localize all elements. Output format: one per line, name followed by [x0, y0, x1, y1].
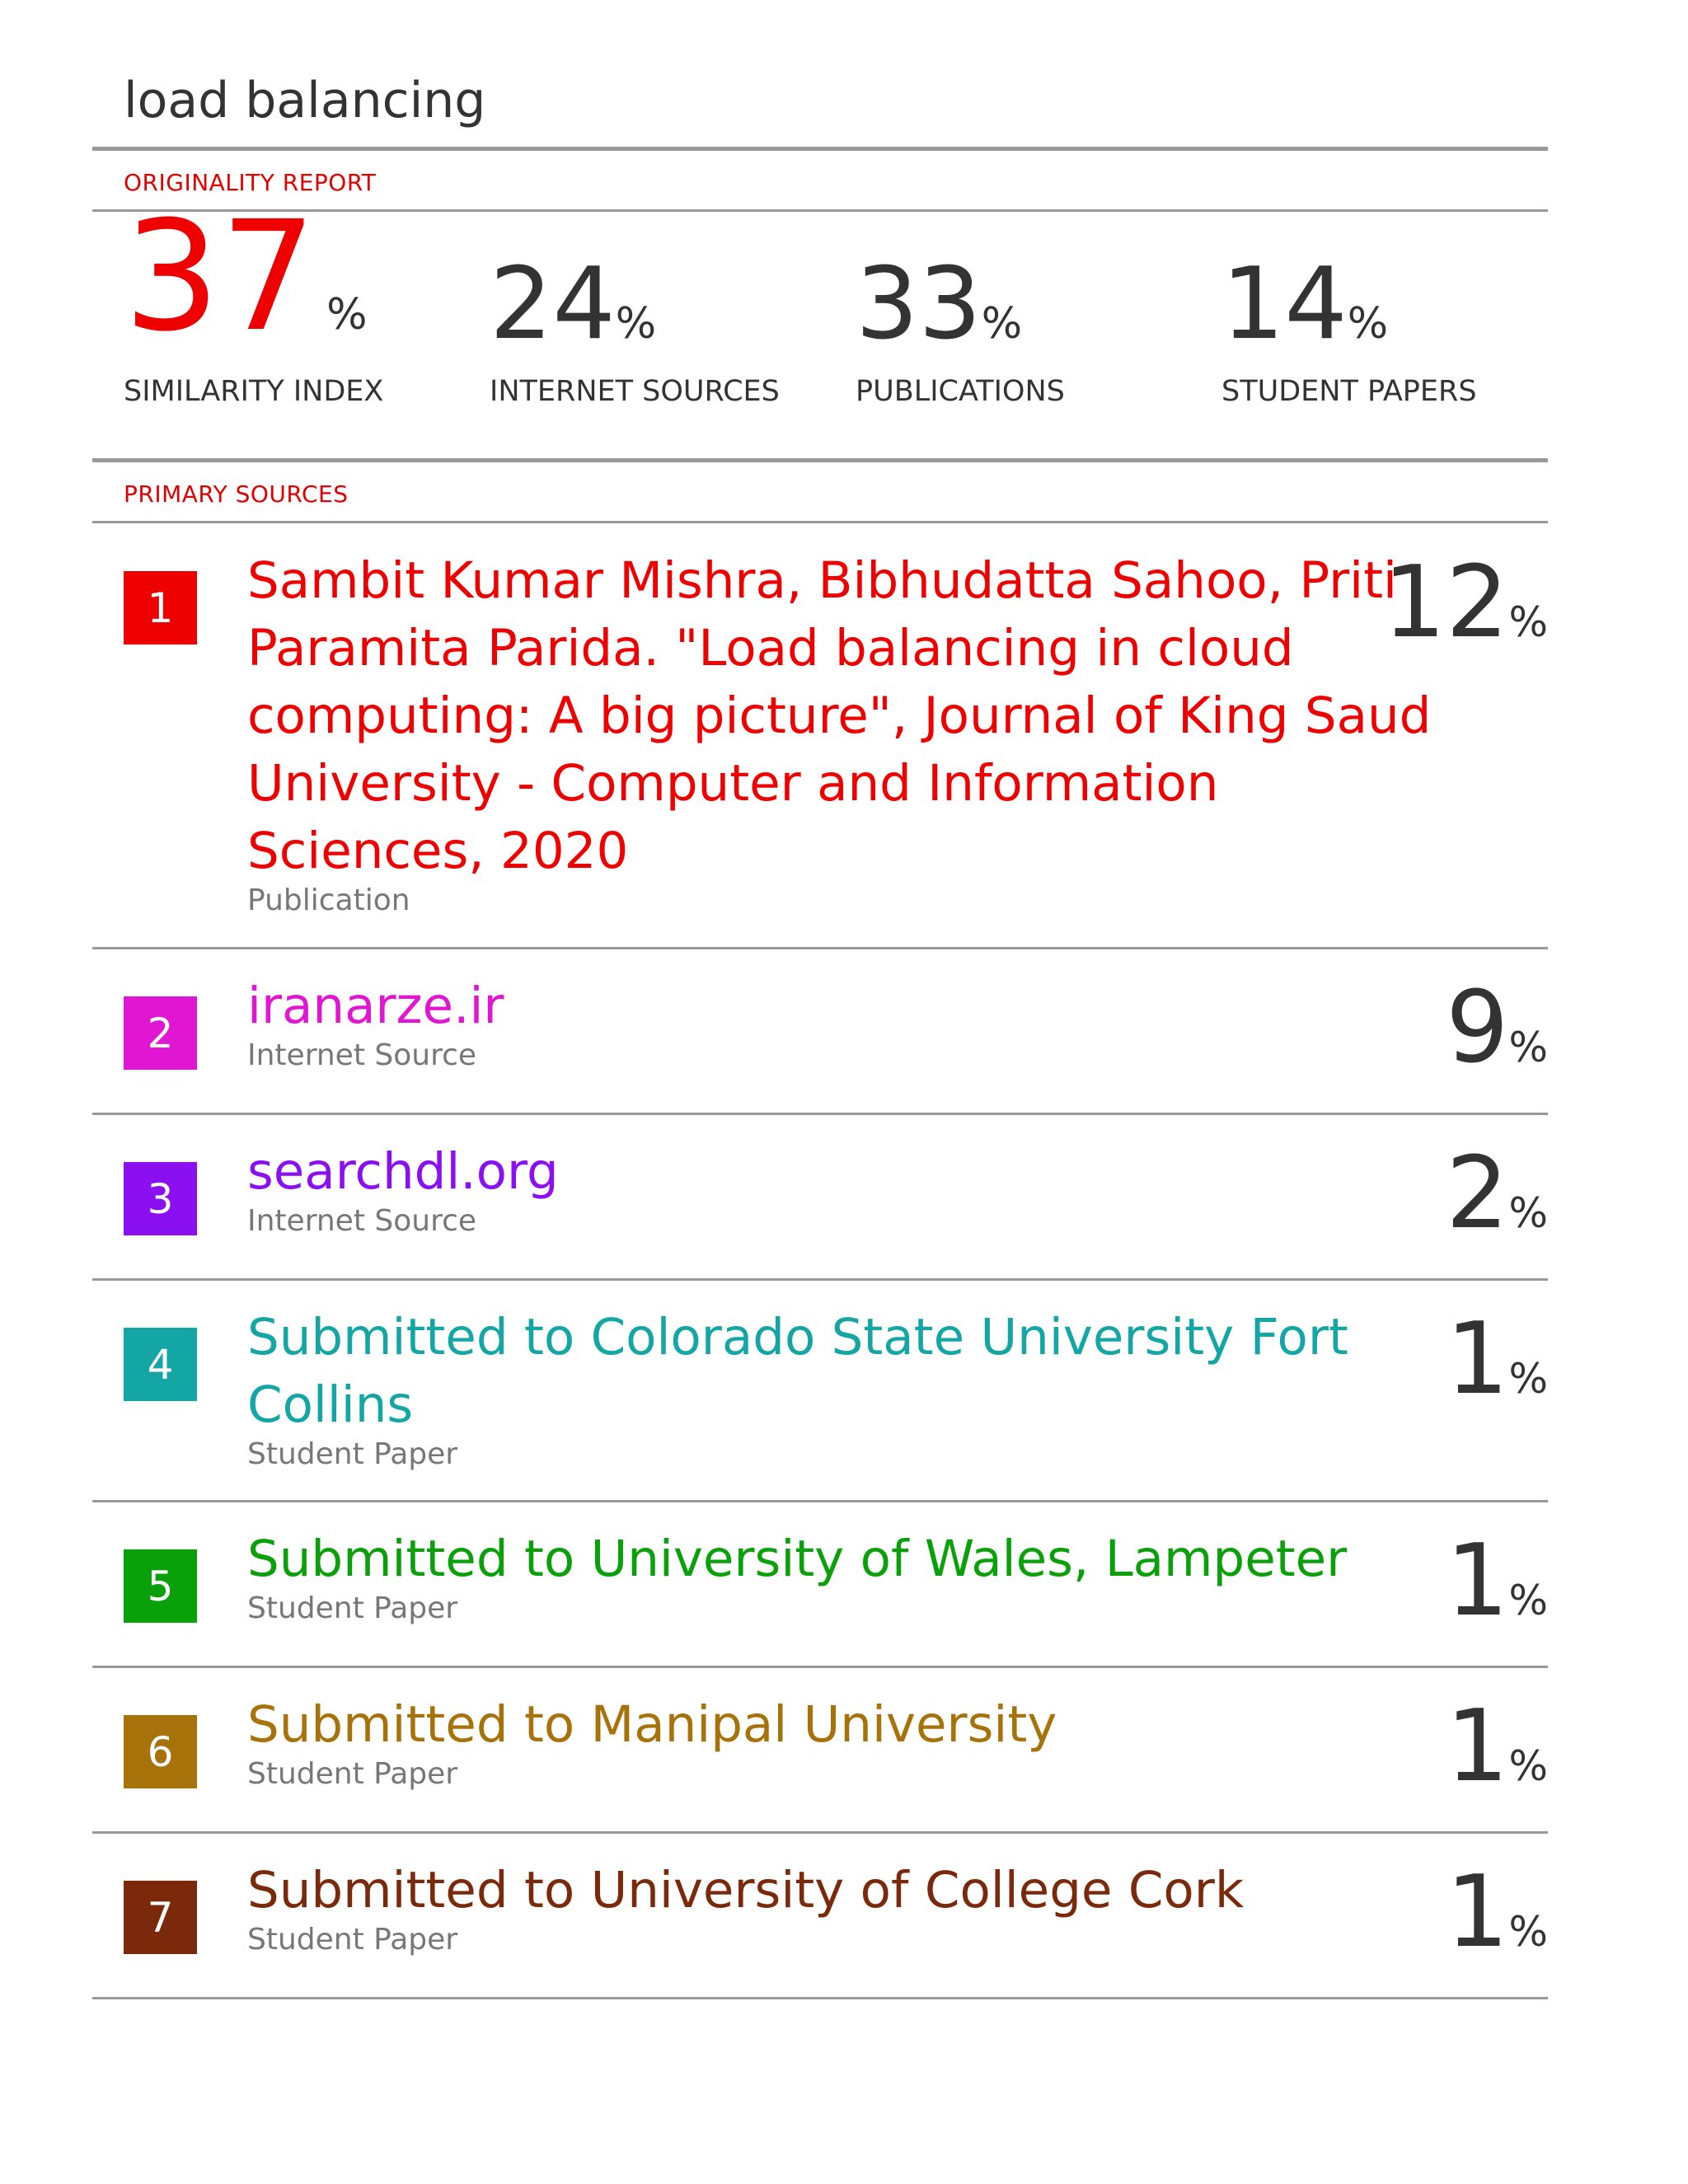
source-row-6: 6 Submitted to Manipal University Studen…	[92, 1668, 1548, 1834]
source-title-link[interactable]: Submitted to Manipal University	[247, 1695, 1057, 1754]
source-percent: 12%	[1382, 546, 1548, 660]
source-number-badge: 4	[124, 1328, 197, 1401]
source-number-badge: 2	[124, 996, 197, 1070]
source-type: Student Paper	[247, 1757, 458, 1791]
source-row-7: 7 Submitted to University of College Cor…	[92, 1834, 1548, 1999]
primary-sources-divider	[92, 521, 1548, 523]
source-title-link[interactable]: Submitted to University of College Cork	[247, 1861, 1245, 1919]
internet-value: 24%	[490, 247, 657, 362]
source-title-link[interactable]: Submitted to University of Wales, Lampet…	[247, 1530, 1348, 1588]
source-title-link[interactable]: iranarze.ir	[247, 977, 504, 1035]
source-type: Student Paper	[247, 1591, 458, 1625]
source-percent: 1%	[1446, 1690, 1548, 1804]
source-title-link[interactable]: Sambit Kumar Mishra, Bibhudatta Sahoo, P…	[247, 551, 1432, 880]
source-type: Internet Source	[247, 1204, 477, 1238]
source-percent: 1%	[1446, 1855, 1548, 1970]
source-percent: 9%	[1446, 971, 1548, 1085]
source-row-5: 5 Submitted to University of Wales, Lamp…	[92, 1502, 1548, 1668]
student-label: STUDENT PAPERS	[1221, 375, 1477, 408]
source-number-badge: 5	[124, 1549, 197, 1623]
source-number-badge: 7	[124, 1881, 197, 1954]
stats-divider	[92, 458, 1548, 462]
primary-sources-label: PRIMARY SOURCES	[124, 480, 349, 508]
similarity-value: 37%	[124, 189, 368, 365]
primary-sources-list: 1 Sambit Kumar Mishra, Bibhudatta Sahoo,…	[92, 521, 1548, 1999]
source-percent: 1%	[1446, 1302, 1548, 1417]
source-percent: 1%	[1446, 1524, 1548, 1638]
source-number-badge: 1	[124, 571, 197, 644]
source-row-2: 2 iranarze.ir Internet Source 9%	[92, 949, 1548, 1115]
source-row-3: 3 searchdl.org Internet Source 2%	[92, 1115, 1548, 1281]
source-number-badge: 3	[124, 1162, 197, 1235]
source-row-1: 1 Sambit Kumar Mishra, Bibhudatta Sahoo,…	[92, 521, 1548, 949]
publications-label: PUBLICATIONS	[856, 375, 1065, 408]
originality-report-label: ORIGINALITY REPORT	[124, 169, 377, 196]
source-number-badge: 6	[124, 1715, 197, 1788]
student-value: 14%	[1221, 247, 1389, 362]
document-title: load balancing	[124, 72, 486, 129]
similarity-label: SIMILARITY INDEX	[124, 375, 384, 408]
source-title-link[interactable]: Submitted to Colorado State University F…	[247, 1308, 1348, 1434]
source-percent: 2%	[1446, 1137, 1548, 1251]
title-divider	[92, 147, 1548, 151]
source-row-4: 4 Submitted to Colorado State University…	[92, 1281, 1548, 1502]
source-type: Student Paper	[247, 1923, 458, 1957]
stats-summary: 37% SIMILARITY INDEX 24% INTERNET SOURCE…	[124, 201, 1541, 420]
source-title-link[interactable]: searchdl.org	[247, 1142, 559, 1201]
originality-divider	[92, 209, 1548, 212]
internet-label: INTERNET SOURCES	[490, 375, 780, 408]
source-type: Student Paper	[247, 1437, 458, 1471]
source-type: Publication	[247, 883, 410, 917]
source-type: Internet Source	[247, 1038, 477, 1072]
publications-value: 33%	[856, 247, 1023, 362]
